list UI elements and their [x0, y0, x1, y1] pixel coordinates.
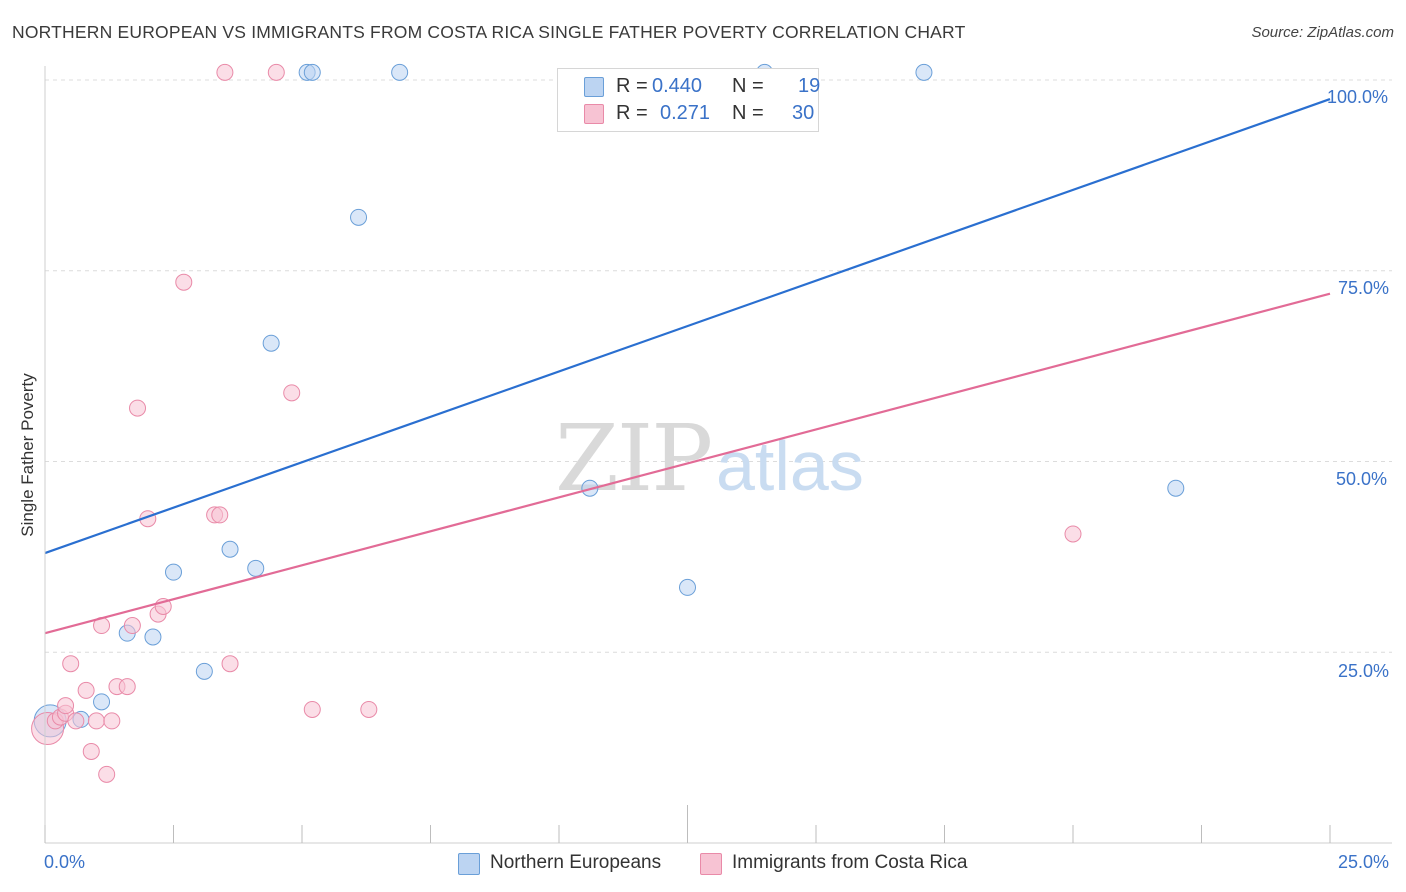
point-northern-european	[915, 63, 933, 81]
y-axis-label: Single Father Poverty	[18, 373, 37, 537]
point-northern-european	[1167, 479, 1185, 497]
chart-title: NORTHERN EUROPEAN VS IMMIGRANTS FROM COS…	[12, 22, 966, 42]
point-costa-rica	[77, 681, 95, 699]
watermark: ZIP atlas	[555, 405, 864, 512]
n-value: 19	[798, 75, 821, 97]
trend-line-costa-rica	[44, 292, 1331, 635]
axes	[44, 66, 1392, 844]
r-label: R =	[616, 75, 648, 97]
legend-swatch	[700, 853, 722, 875]
point-costa-rica	[1064, 525, 1082, 543]
point-northern-european	[262, 334, 280, 352]
y-tick-label: 50.0%	[1336, 469, 1388, 489]
trend-lines	[44, 98, 1331, 635]
point-costa-rica	[123, 617, 141, 635]
chart-source: Source: ZipAtlas.com	[1251, 24, 1394, 41]
point-costa-rica	[303, 700, 321, 718]
legend-swatch	[458, 853, 480, 875]
data-points	[31, 63, 1185, 783]
point-costa-rica	[360, 700, 378, 718]
r-value: 0.440	[652, 75, 703, 97]
point-costa-rica	[103, 712, 121, 730]
point-northern-european	[93, 693, 111, 711]
point-northern-european	[144, 628, 162, 646]
n-label: N =	[732, 75, 764, 97]
gridlines	[45, 79, 1392, 653]
y-tick-label: 75.0%	[1338, 278, 1390, 298]
point-costa-rica	[216, 63, 234, 81]
point-costa-rica	[82, 742, 100, 760]
legend-label: Immigrants from Costa Rica	[732, 852, 968, 873]
point-costa-rica	[67, 712, 85, 730]
point-northern-european	[221, 540, 239, 558]
point-northern-european	[391, 63, 409, 81]
y-tick-label: 25.0%	[1338, 661, 1390, 681]
n-label: N =	[732, 102, 764, 124]
legend-swatch	[584, 104, 604, 124]
n-value: 30	[792, 102, 815, 124]
x-tick-label: 25.0%	[1338, 852, 1390, 872]
point-costa-rica	[267, 63, 285, 81]
legend-swatch	[584, 77, 604, 97]
point-northern-european	[303, 63, 321, 81]
point-northern-european	[195, 662, 213, 680]
point-costa-rica	[175, 273, 193, 291]
x-tick-label: 0.0%	[44, 852, 86, 872]
point-northern-european	[350, 208, 368, 226]
point-costa-rica	[62, 655, 80, 673]
point-costa-rica	[98, 765, 116, 783]
point-costa-rica	[87, 712, 105, 730]
point-northern-european	[247, 559, 265, 577]
point-northern-european	[679, 578, 696, 596]
point-costa-rica	[118, 678, 136, 696]
watermark-atlas: atlas	[716, 427, 864, 505]
r-value: 0.271	[660, 102, 711, 124]
y-tick-label: 100.0%	[1327, 87, 1389, 107]
point-costa-rica	[221, 655, 239, 673]
point-costa-rica	[129, 399, 147, 417]
stats-legend: R = 0.440 N = 19 R = 0.271 N = 30	[557, 68, 821, 132]
trend-line-northern-europeans	[44, 98, 1331, 555]
point-costa-rica	[211, 506, 229, 524]
point-costa-rica	[283, 384, 301, 402]
point-costa-rica	[57, 697, 75, 715]
watermark-zip: ZIP	[555, 405, 711, 512]
point-northern-european	[165, 563, 182, 581]
legend-label: Northern Europeans	[490, 852, 662, 873]
r-label: R =	[616, 102, 648, 124]
